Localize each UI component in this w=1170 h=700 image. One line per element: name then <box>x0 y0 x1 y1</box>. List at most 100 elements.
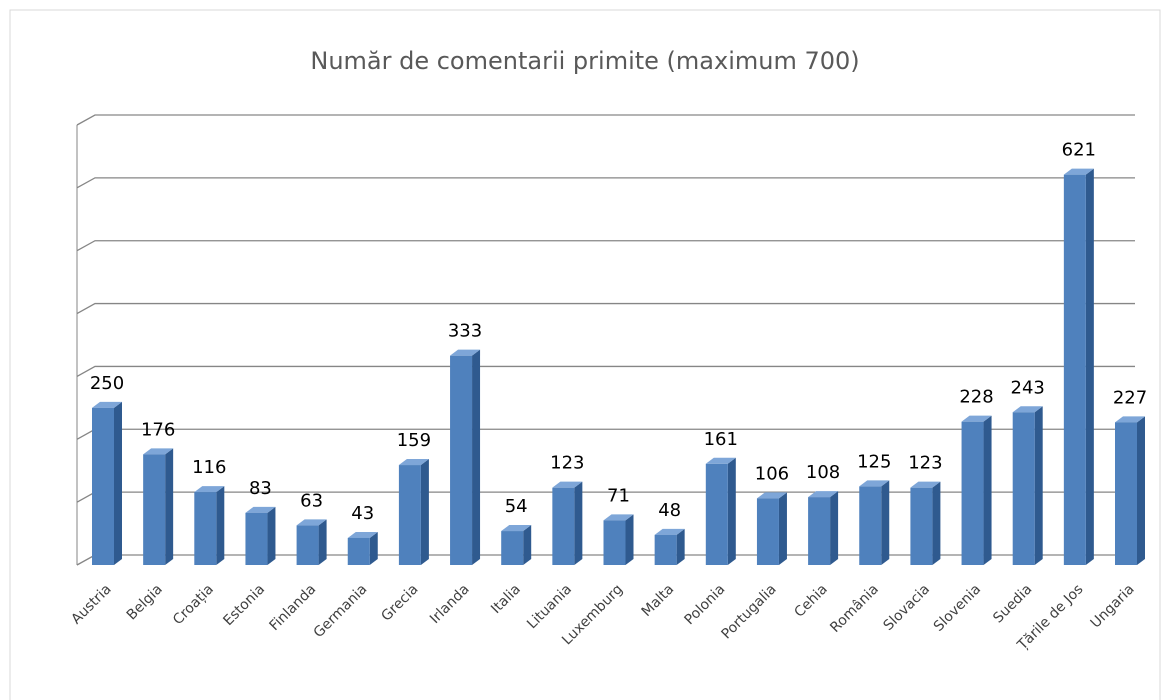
value-label: 116 <box>192 457 226 478</box>
grid-line <box>76 365 1135 377</box>
bar-front <box>398 465 421 565</box>
grid-line <box>76 177 1135 189</box>
bar-top <box>859 480 890 487</box>
bar-top <box>398 459 429 466</box>
value-label: 159 <box>397 430 431 451</box>
value-label: 243 <box>1011 377 1045 398</box>
bar-top <box>1115 416 1145 423</box>
bar-front <box>450 355 473 565</box>
bar-top <box>347 531 378 538</box>
bar <box>910 481 941 565</box>
bar <box>705 457 736 565</box>
bar-front <box>194 492 217 565</box>
bar <box>143 448 174 565</box>
bar-side <box>472 349 481 565</box>
bar-front <box>808 497 831 565</box>
grid-line <box>76 114 1135 126</box>
bar-side <box>625 514 634 565</box>
bar <box>756 492 787 565</box>
bar <box>398 459 429 565</box>
value-label: 48 <box>658 500 681 521</box>
bar-front <box>705 463 728 565</box>
bar-side <box>1034 406 1043 565</box>
bar-side <box>1085 168 1094 565</box>
bar-front <box>603 520 626 565</box>
grid-line <box>76 240 1135 252</box>
bar-top <box>1063 168 1094 175</box>
bar-side <box>318 519 327 565</box>
bar-front <box>1012 412 1035 565</box>
bar <box>92 401 122 565</box>
bar-top <box>245 506 276 513</box>
bar-side <box>267 506 276 565</box>
bar-top <box>501 525 532 532</box>
bar-side <box>727 457 736 565</box>
bar <box>347 531 378 565</box>
bar-front <box>859 486 882 565</box>
bar-top <box>296 519 327 526</box>
bar-front <box>143 454 166 565</box>
bar <box>1063 168 1094 565</box>
bar-front <box>1063 174 1086 565</box>
bar-side <box>114 401 122 565</box>
bar-side <box>983 415 992 565</box>
bar <box>552 481 583 565</box>
bar-top <box>194 486 225 493</box>
bar-front <box>501 531 524 565</box>
value-label: 176 <box>141 419 175 440</box>
bar <box>808 491 839 565</box>
value-label: 106 <box>755 463 789 484</box>
bar-top <box>961 415 992 422</box>
bar-top <box>143 448 174 455</box>
value-label: 227 <box>1113 387 1147 408</box>
value-label: 333 <box>448 321 482 342</box>
value-label: 250 <box>90 373 124 394</box>
bar-side <box>369 531 378 565</box>
bar-front <box>910 487 933 565</box>
bar-front <box>756 498 779 565</box>
value-label: 63 <box>300 490 323 511</box>
bar <box>654 528 685 565</box>
bar-side <box>881 480 890 565</box>
bar-side <box>420 459 429 565</box>
chart-border <box>9 9 1161 700</box>
bar <box>194 486 225 565</box>
value-label: 125 <box>857 451 891 472</box>
bar <box>501 525 532 565</box>
value-label: 83 <box>249 478 272 499</box>
bar <box>603 514 634 565</box>
bar-top <box>705 457 736 464</box>
bar-top <box>756 492 787 499</box>
bar-top <box>92 401 122 408</box>
value-label: 54 <box>505 496 528 517</box>
bar-side <box>778 492 787 565</box>
grid-line <box>76 302 1135 315</box>
bar-front <box>296 525 319 565</box>
value-label: 123 <box>908 453 942 474</box>
bar-top <box>910 481 941 488</box>
value-label: 228 <box>959 387 993 408</box>
bar-front <box>552 487 575 565</box>
bar-top <box>808 491 839 498</box>
bar-front <box>654 534 677 565</box>
bar <box>1115 416 1145 565</box>
bar-front <box>92 407 114 565</box>
value-label: 161 <box>704 429 738 450</box>
bar <box>961 415 992 565</box>
bar <box>1012 406 1043 565</box>
value-label: 123 <box>550 453 584 474</box>
bar-side <box>1137 416 1145 565</box>
bar-side <box>676 528 685 565</box>
bar-top <box>654 528 685 535</box>
bar-top <box>1012 406 1043 413</box>
bar-side <box>523 525 532 565</box>
value-label: 43 <box>351 503 374 524</box>
bar <box>245 506 276 565</box>
value-label: 108 <box>806 462 840 483</box>
value-label: 621 <box>1062 140 1096 161</box>
bar-top <box>603 514 634 521</box>
bar <box>450 349 481 565</box>
bar <box>859 480 890 565</box>
bar-front <box>245 512 268 565</box>
